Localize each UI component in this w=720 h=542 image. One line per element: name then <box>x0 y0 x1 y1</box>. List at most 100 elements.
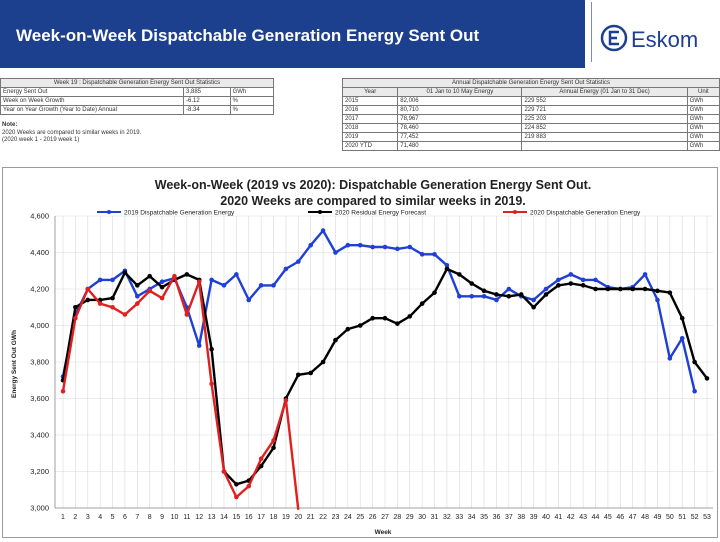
data-point <box>531 304 536 310</box>
x-tick-label: 37 <box>505 514 513 521</box>
data-point <box>704 376 710 381</box>
table-cell: 2018 <box>341 123 399 133</box>
x-tick-label: 39 <box>530 514 538 521</box>
x-tick-label: 3 <box>86 514 90 521</box>
data-point <box>110 277 115 283</box>
y-tick-label: 4,400 <box>30 248 49 257</box>
column-header: Year <box>341 87 399 97</box>
data-point <box>481 288 487 294</box>
data-point <box>234 494 239 500</box>
data-point <box>407 314 413 319</box>
x-tick-label: 51 <box>678 514 686 521</box>
table-cell: GWh <box>686 114 720 124</box>
x-tick-label: 16 <box>245 514 253 521</box>
legend: 2019 Dispatchable Generation Energy 2020 … <box>97 210 641 217</box>
data-point <box>209 277 214 283</box>
legend-marker <box>107 210 111 214</box>
data-point <box>308 370 313 376</box>
data-point <box>345 326 351 332</box>
data-point <box>444 266 450 272</box>
data-point <box>370 315 375 321</box>
y-tick-label: 3,800 <box>30 358 49 367</box>
series-line <box>61 229 696 392</box>
data-point <box>568 272 574 277</box>
data-point <box>642 286 648 292</box>
table-cell <box>521 141 688 151</box>
data-point <box>494 292 499 297</box>
data-point <box>135 294 140 299</box>
table-cell: 3,885 <box>183 87 231 97</box>
x-tick-label: 22 <box>319 514 327 521</box>
data-point <box>568 281 574 286</box>
table-cell: 80,710 <box>397 105 523 115</box>
data-point <box>679 315 685 321</box>
legend-label: 2020 Residual Energy Forecast <box>335 210 426 217</box>
y-tick-label: 3,600 <box>30 394 49 403</box>
data-point <box>122 270 128 275</box>
x-tick-label: 43 <box>579 514 587 521</box>
data-point <box>135 283 140 288</box>
x-tick-label: 6 <box>123 514 127 521</box>
data-point <box>494 297 499 303</box>
x-tick-label: 40 <box>542 514 550 521</box>
header: Week-on-Week Dispatchable Generation Ene… <box>0 0 720 72</box>
x-tick-label: 28 <box>393 514 401 521</box>
data-point <box>308 242 313 248</box>
data-point <box>246 483 252 489</box>
x-tick-label: 27 <box>381 514 389 521</box>
x-tick-label: 52 <box>691 514 699 521</box>
table-cell: 82,006 <box>397 96 523 106</box>
x-tick-label: 19 <box>282 514 290 521</box>
table-cell: 2020 YTD <box>341 141 399 151</box>
data-point <box>531 297 536 303</box>
legend-marker <box>513 210 517 214</box>
x-axis-label: Week <box>375 529 392 536</box>
y-tick-label: 3,400 <box>30 431 49 440</box>
page-title: Week-on-Week Dispatchable Generation Ene… <box>16 26 480 45</box>
column-header: Unit <box>686 87 720 97</box>
data-point <box>345 242 351 248</box>
table-row: Year on Year Growth (Year to Date) Annua… <box>0 105 275 115</box>
note: Note: 2020 Weeks are compared to similar… <box>2 122 272 145</box>
x-tick-label: 25 <box>356 514 364 521</box>
data-point <box>271 445 276 451</box>
x-tick-label: 10 <box>171 514 179 521</box>
data-point <box>543 292 549 297</box>
table-cell: Energy Sent Out <box>0 87 184 97</box>
data-point <box>655 297 660 303</box>
table-cell: 77,452 <box>397 132 523 142</box>
x-tick-label: 38 <box>517 514 525 521</box>
y-tick-label: 4,600 <box>30 212 49 221</box>
logo-text: Eskom <box>631 27 699 52</box>
data-point <box>60 388 66 394</box>
x-tick-label: 21 <box>307 514 315 521</box>
table-cell: 71,480 <box>397 141 523 151</box>
table-row: 2020 YTD 71,480 GWh <box>341 141 720 151</box>
table-cell: 2015 <box>341 96 399 106</box>
annual-stats-title: Annual Dispatchable Generation Energy Se… <box>342 78 720 88</box>
data-point <box>357 242 363 248</box>
data-point <box>184 312 190 317</box>
x-tick-label: 50 <box>666 514 674 521</box>
data-point <box>457 272 462 277</box>
data-point <box>135 301 140 306</box>
x-tick-label: 8 <box>148 514 152 521</box>
data-point <box>692 388 697 394</box>
data-point <box>382 244 388 250</box>
data-point <box>209 381 214 387</box>
series-0 <box>60 228 697 394</box>
data-point <box>159 284 165 290</box>
x-tick-label: 36 <box>493 514 501 521</box>
table-cell: Week on Week Growth <box>0 96 184 106</box>
data-point <box>593 286 598 292</box>
data-point <box>419 301 425 306</box>
x-tick-label: 26 <box>369 514 377 521</box>
x-tick-label: 34 <box>468 514 476 521</box>
y-tick-label: 3,000 <box>30 504 49 513</box>
note-line: (2020 week 1 - 2019 week 1) <box>2 137 80 143</box>
y-tick-labels: 3,000 3,200 3,400 3,600 3,800 4,000 4,200 4,400… <box>30 212 49 513</box>
annual-stats-table: Annual Dispatchable Generation Energy Se… <box>341 78 720 151</box>
table-row: 2019 77,452 219 883 GWh <box>341 132 720 142</box>
data-point <box>85 297 91 303</box>
x-tick-label: 24 <box>344 514 352 521</box>
